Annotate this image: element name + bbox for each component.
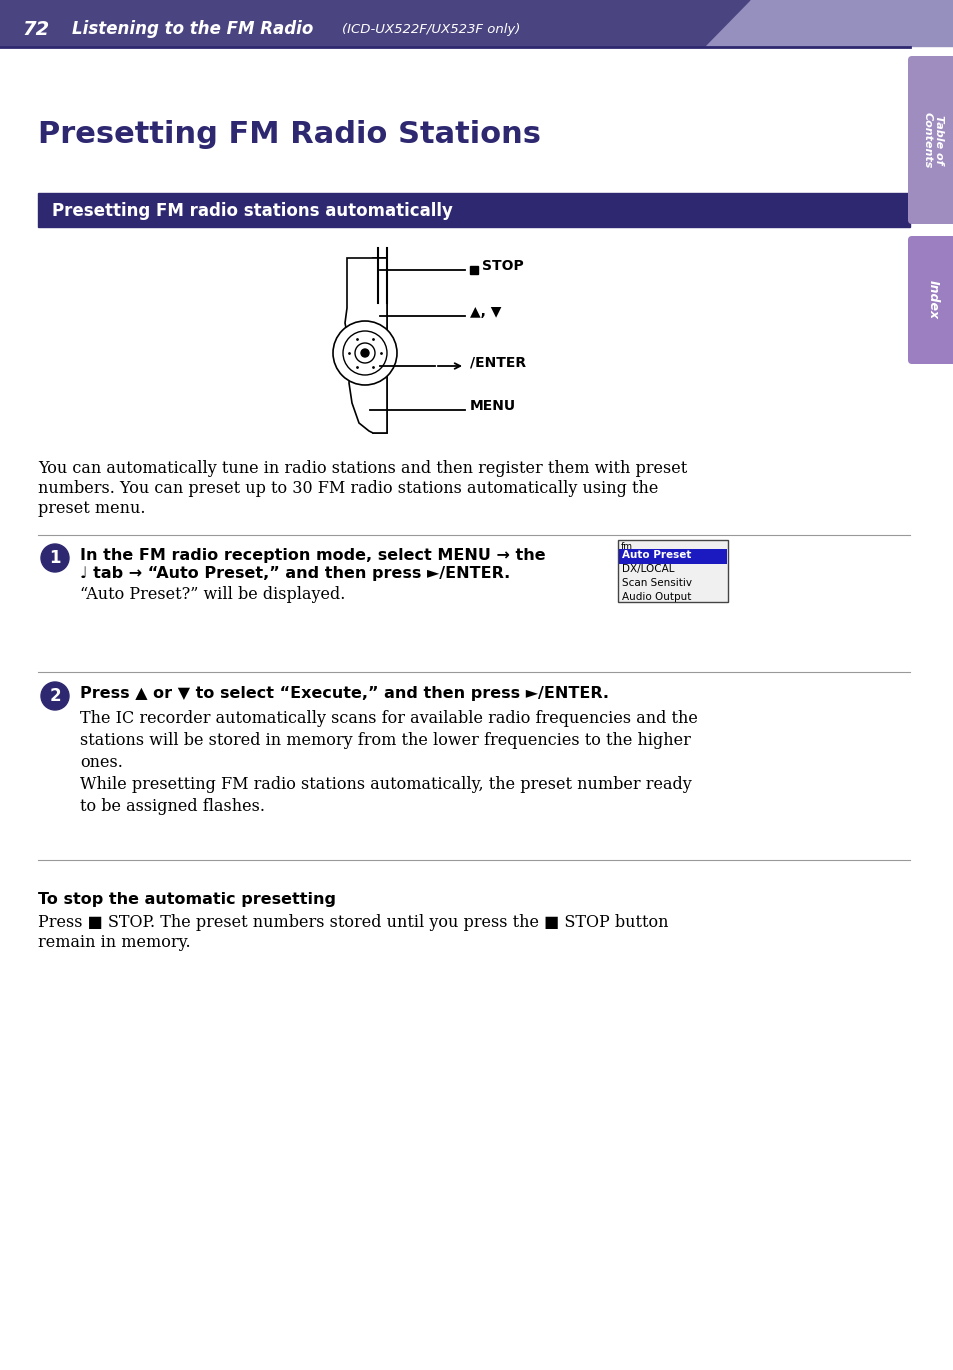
Text: MENU: MENU: [470, 399, 516, 412]
Text: Auto Preset: Auto Preset: [621, 549, 691, 560]
Text: 2: 2: [50, 686, 61, 706]
Text: fm: fm: [620, 543, 633, 551]
Bar: [470, 266, 477, 274]
Text: In the FM radio reception mode, select MENU → the: In the FM radio reception mode, select M…: [80, 548, 545, 563]
Text: Scan Sensitiv: Scan Sensitiv: [621, 578, 691, 588]
Text: Press ■ STOP. The preset numbers stored until you press the ■ STOP button: Press ■ STOP. The preset numbers stored …: [38, 914, 668, 932]
Text: 72: 72: [22, 19, 50, 38]
FancyBboxPatch shape: [907, 56, 953, 225]
Text: 1: 1: [50, 549, 61, 567]
Text: numbers. You can preset up to 30 FM radio stations automatically using the: numbers. You can preset up to 30 FM radi…: [38, 479, 658, 497]
Circle shape: [343, 332, 387, 375]
Text: ones.: ones.: [80, 754, 123, 771]
Text: Index: Index: [925, 281, 939, 319]
Bar: [38, 193, 909, 227]
Text: You can automatically tune in radio stations and then register them with preset: You can automatically tune in radio stat…: [38, 460, 686, 477]
FancyBboxPatch shape: [907, 236, 953, 364]
Text: To stop the automatic presetting: To stop the automatic presetting: [38, 892, 335, 907]
Text: The IC recorder automatically scans for available radio frequencies and the: The IC recorder automatically scans for …: [80, 710, 698, 727]
Text: stations will be stored in memory from the lower frequencies to the higher: stations will be stored in memory from t…: [80, 732, 690, 749]
Text: STOP: STOP: [481, 259, 523, 273]
Text: While presetting FM radio stations automatically, the preset number ready: While presetting FM radio stations autom…: [80, 775, 691, 793]
Text: Audio Output: Audio Output: [621, 592, 691, 601]
Text: (ICD-UX522F/UX523F only): (ICD-UX522F/UX523F only): [341, 22, 519, 36]
Polygon shape: [0, 0, 749, 47]
Text: /ENTER: /ENTER: [470, 355, 525, 369]
Text: DX/LOCAL: DX/LOCAL: [621, 564, 674, 574]
Circle shape: [41, 682, 69, 710]
Circle shape: [360, 349, 369, 358]
Text: Press ▲ or ▼ to select “Execute,” and then press ►/ENTER.: Press ▲ or ▼ to select “Execute,” and th…: [80, 686, 608, 701]
Text: Presetting FM radio stations automatically: Presetting FM radio stations automatical…: [52, 201, 453, 221]
Text: Presetting FM Radio Stations: Presetting FM Radio Stations: [38, 121, 540, 149]
Bar: [618, 549, 726, 564]
Text: preset menu.: preset menu.: [38, 500, 146, 516]
Bar: [618, 540, 727, 601]
Text: Table of
Contents: Table of Contents: [922, 112, 943, 169]
Circle shape: [333, 321, 396, 385]
Text: “Auto Preset?” will be displayed.: “Auto Preset?” will be displayed.: [80, 586, 345, 603]
Circle shape: [355, 342, 375, 363]
Text: to be assigned flashes.: to be assigned flashes.: [80, 797, 265, 815]
Text: ♩ tab → “Auto Preset,” and then press ►/ENTER.: ♩ tab → “Auto Preset,” and then press ►/…: [80, 566, 510, 581]
Circle shape: [41, 544, 69, 573]
Text: remain in memory.: remain in memory.: [38, 934, 191, 951]
Bar: [0, 0, 953, 47]
Bar: [373, 258, 387, 433]
Text: ▲, ▼: ▲, ▼: [470, 306, 501, 319]
Polygon shape: [345, 258, 387, 433]
Text: Listening to the FM Radio: Listening to the FM Radio: [71, 21, 313, 38]
